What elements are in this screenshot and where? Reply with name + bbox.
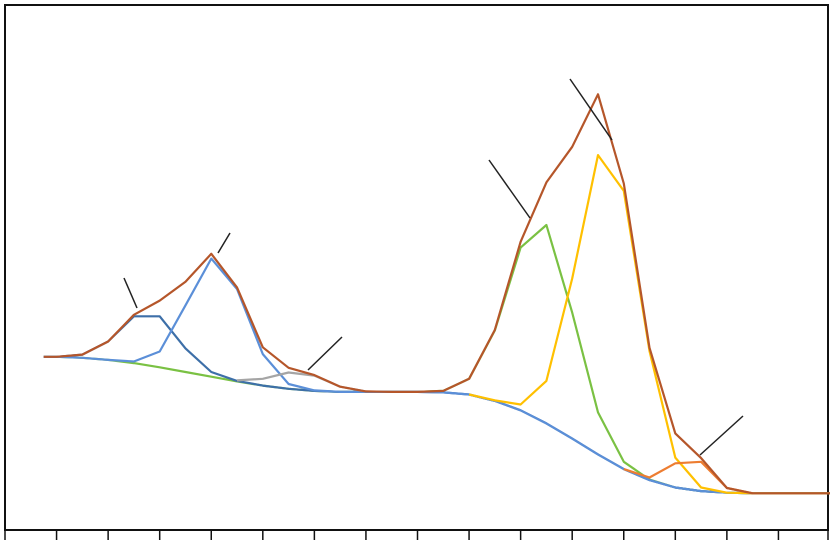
curve xyxy=(43,93,830,495)
leader-line xyxy=(307,336,343,371)
x-ticks xyxy=(4,530,829,540)
leader-lines xyxy=(123,78,744,456)
leader-line xyxy=(488,159,531,219)
curves xyxy=(43,93,830,495)
leader-line xyxy=(123,277,138,309)
leader-line xyxy=(699,415,744,456)
leader-line xyxy=(217,232,231,254)
leader-line xyxy=(569,78,613,141)
plot-frame xyxy=(4,4,829,531)
